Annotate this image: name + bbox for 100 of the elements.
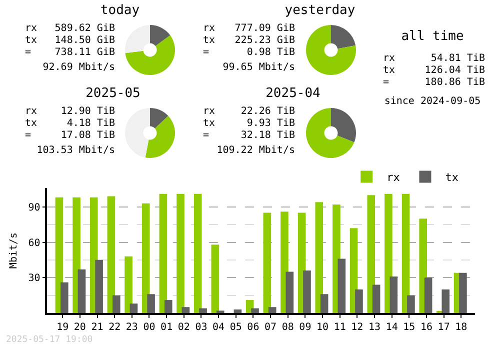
donut-slice [125, 35, 175, 75]
text: 777.09 GiB [234, 23, 295, 34]
bar [112, 295, 120, 313]
bar [176, 194, 184, 313]
bar [268, 307, 276, 313]
bar [303, 270, 311, 313]
donut-slice [125, 25, 150, 54]
text: 99.65 Mbit/s [222, 62, 295, 73]
y-tick-label: 90 [28, 202, 40, 214]
x-tick-label: 03 [195, 322, 208, 333]
x-tick-label: 17 [438, 322, 450, 333]
bar [384, 194, 392, 313]
bar [367, 195, 376, 313]
text: 9.93 TiB [246, 118, 295, 129]
text: = [203, 47, 210, 58]
bar [315, 202, 324, 313]
x-tick-label: 04 [212, 322, 225, 333]
text: 148.50 GiB [54, 35, 115, 46]
text: rx [25, 23, 38, 34]
chart-title: today [99, 3, 141, 18]
bar [355, 289, 363, 313]
text: 17.08 TiB [60, 130, 115, 141]
bar [442, 289, 450, 313]
bar [107, 196, 116, 313]
x-tick-label: 14 [386, 322, 398, 333]
text: tx [25, 118, 38, 129]
donut-slice [150, 25, 170, 46]
text: rx [383, 53, 396, 64]
bar [60, 282, 68, 313]
y-tick-label: 30 [28, 273, 40, 284]
text: 126.04 TiB [424, 65, 485, 76]
legend-label: tx [445, 171, 459, 184]
x-tick-label: 23 [126, 322, 138, 333]
bar [194, 194, 202, 313]
text: 12.90 TiB [60, 106, 115, 117]
text: 738.11 GiB [54, 47, 115, 58]
text: tx [203, 35, 216, 46]
bar [390, 276, 398, 313]
x-tick-label: 21 [91, 322, 104, 333]
bar [95, 260, 103, 313]
x-tick-label: 08 [282, 322, 294, 333]
x-tick-label: 11 [334, 322, 346, 333]
x-tick-label: 19 [56, 322, 69, 333]
bar [124, 256, 132, 313]
bar [402, 194, 410, 313]
text: all time [400, 29, 465, 44]
x-tick-label: 09 [299, 322, 312, 333]
x-tick-label: 01 [160, 322, 173, 333]
x-tick-label: 15 [403, 322, 416, 333]
donut-slice [145, 116, 175, 158]
donut-slice [150, 108, 168, 128]
text: 225.23 GiB [234, 35, 295, 46]
text: 103.53 Mbit/s [36, 145, 115, 156]
bar [251, 308, 259, 313]
bar [142, 203, 150, 313]
x-tick-label: 07 [264, 322, 277, 333]
bar [234, 309, 242, 313]
x-tick-label: 00 [143, 322, 156, 333]
bar [199, 308, 207, 313]
text: 54.81 TiB [430, 53, 485, 64]
bar [338, 258, 346, 313]
text: tx [25, 35, 38, 46]
text: = [25, 47, 32, 58]
bar [320, 294, 328, 313]
bar [147, 294, 155, 313]
donut-slice [125, 108, 150, 158]
text: 92.69 Mbit/s [42, 62, 115, 73]
x-tick-label: 13 [368, 322, 381, 333]
text: rx [203, 106, 216, 117]
bar [130, 304, 138, 313]
x-tick-label: 06 [247, 322, 260, 333]
x-tick-label: 16 [420, 322, 433, 333]
text: rx [25, 106, 38, 117]
x-tick-label: 18 [455, 322, 468, 333]
text: rx [203, 23, 216, 34]
bar [159, 194, 168, 313]
bar [372, 284, 380, 313]
donut-slice [331, 25, 356, 49]
x-tick-label: 10 [316, 322, 329, 333]
bar [459, 272, 467, 313]
text: 4.18 TiB [66, 118, 115, 129]
text: tx [383, 65, 396, 76]
text: 109.22 Mbit/s [216, 145, 295, 156]
text: tx [203, 118, 216, 129]
chart-title: 2025-05 [84, 86, 142, 101]
bar [424, 278, 432, 313]
x-tick-label: 12 [351, 322, 364, 333]
y-axis-title: Mbit/s [8, 232, 20, 269]
legend-label: rx [386, 171, 400, 184]
text: since 2024-09-05 [383, 96, 482, 107]
x-tick-label: 20 [74, 322, 86, 333]
chart-title: yesterday [284, 3, 356, 18]
text: 589.62 GiB [54, 23, 115, 34]
donut-slice [306, 25, 356, 75]
text: = [25, 130, 32, 141]
y-tick-label: 60 [28, 238, 40, 249]
text: 32.18 TiB [240, 130, 295, 141]
bar [286, 272, 294, 313]
bar [407, 295, 415, 313]
bar [164, 300, 172, 313]
